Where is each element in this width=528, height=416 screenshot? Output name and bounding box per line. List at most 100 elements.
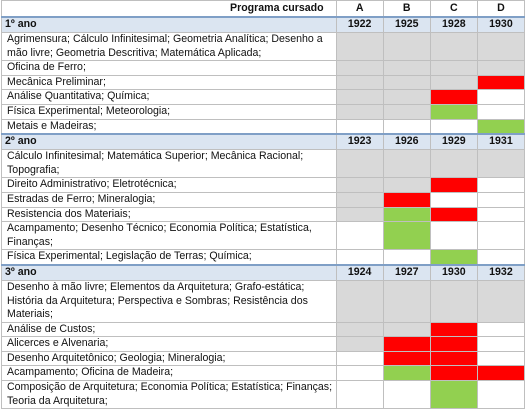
subject-row: Agrimensura; Cálculo Infinitesimal; Geom… xyxy=(1,31,526,62)
subject-row: Física Experimental; Legislação de Terra… xyxy=(1,249,526,266)
subject-row: Análise de Custos; xyxy=(1,321,526,338)
section-title: 1º ano xyxy=(1,16,337,33)
section-row: 2º ano 1923 1926 1929 1931 xyxy=(1,133,526,151)
status-cell xyxy=(382,89,431,105)
status-cell xyxy=(335,365,384,382)
status-cell xyxy=(382,60,431,76)
status-cell xyxy=(382,31,431,62)
status-cell xyxy=(429,350,478,367)
status-cell xyxy=(476,60,526,76)
section-year: 1923 xyxy=(335,133,384,151)
status-cell xyxy=(335,60,384,76)
section-year: 1926 xyxy=(382,133,431,151)
section-year: 1925 xyxy=(382,16,431,33)
status-cell xyxy=(335,336,384,352)
status-cell xyxy=(382,249,431,266)
status-cell xyxy=(382,206,431,223)
status-cell xyxy=(382,380,431,410)
subjects: Estradas de Ferro; Mineralogia; xyxy=(1,191,337,208)
section-year: 1922 xyxy=(335,16,384,33)
status-cell xyxy=(335,177,384,193)
section-year: 1931 xyxy=(476,133,526,151)
status-cell xyxy=(335,321,384,338)
status-cell xyxy=(429,365,478,382)
status-cell xyxy=(335,350,384,367)
section-year: 1929 xyxy=(429,133,478,151)
subjects: Acampamento; Desenho Técnico; Economia P… xyxy=(1,221,337,251)
status-cell xyxy=(476,279,526,323)
status-cell xyxy=(335,118,384,135)
subject-row: Desenho Arquitetônico; Geologia; Mineral… xyxy=(1,350,526,367)
status-cell xyxy=(476,206,526,223)
section-year: 1927 xyxy=(382,263,431,281)
status-cell xyxy=(476,321,526,338)
status-cell xyxy=(476,191,526,208)
status-cell xyxy=(335,279,384,323)
subject-row: Física Experimental; Meteorologia; xyxy=(1,103,526,120)
status-cell xyxy=(382,103,431,120)
subjects: Física Experimental; Legislação de Terra… xyxy=(1,249,337,266)
subjects: Mecânica Preliminar; xyxy=(1,74,337,91)
status-cell xyxy=(476,249,526,266)
status-cell xyxy=(429,103,478,120)
status-cell xyxy=(476,350,526,367)
subjects: Análise Quantitativa; Química; xyxy=(1,89,337,105)
status-cell xyxy=(429,321,478,338)
subject-row: Resistencia dos Materiais; xyxy=(1,206,526,223)
status-cell xyxy=(382,365,431,382)
subjects: Desenho Arquitetônico; Geologia; Mineral… xyxy=(1,350,337,367)
subjects: Agrimensura; Cálculo Infinitesimal; Geom… xyxy=(1,31,337,62)
status-cell xyxy=(382,177,431,193)
status-cell xyxy=(382,336,431,352)
status-cell xyxy=(429,191,478,208)
subject-row: Direito Administrativo; Eletrotécnica; xyxy=(1,177,526,193)
status-cell xyxy=(476,380,526,410)
subjects: Desenho à mão livre; Elementos da Arquit… xyxy=(1,279,337,323)
status-cell xyxy=(429,279,478,323)
column-header: A xyxy=(335,0,384,18)
status-cell xyxy=(429,149,478,179)
subject-row: Mecânica Preliminar; xyxy=(1,74,526,91)
section-row: 1º ano 1922 1925 1928 1930 xyxy=(1,16,526,33)
section-year: 1932 xyxy=(476,263,526,281)
subject-row: Análise Quantitativa; Química; xyxy=(1,89,526,105)
status-cell xyxy=(335,149,384,179)
status-cell xyxy=(382,321,431,338)
subjects: Cálculo Infinitesimal; Matemática Superi… xyxy=(1,149,337,179)
status-cell xyxy=(476,74,526,91)
section-year: 1930 xyxy=(429,263,478,281)
status-cell xyxy=(476,31,526,62)
subjects: Oficina de Ferro; xyxy=(1,60,337,76)
status-cell xyxy=(335,103,384,120)
status-cell xyxy=(429,336,478,352)
status-cell xyxy=(429,60,478,76)
subjects: Metais e Madeiras; xyxy=(1,118,337,135)
section-year: 1930 xyxy=(476,16,526,33)
status-cell xyxy=(335,31,384,62)
status-cell xyxy=(382,149,431,179)
subject-row: Acampamento; Desenho Técnico; Economia P… xyxy=(1,221,526,251)
section-title: 3º ano xyxy=(1,263,337,281)
subject-row: Composição de Arquitetura; Economia Polí… xyxy=(1,380,526,410)
subject-row: Estradas de Ferro; Mineralogia; xyxy=(1,191,526,208)
status-cell xyxy=(429,206,478,223)
status-cell xyxy=(476,149,526,179)
status-cell xyxy=(335,249,384,266)
subject-row: Oficina de Ferro; xyxy=(1,60,526,76)
subjects: Direito Administrativo; Eletrotécnica; xyxy=(1,177,337,193)
subject-row: Acampamento; Oficina de Madeira; xyxy=(1,365,526,382)
subject-row: Desenho à mão livre; Elementos da Arquit… xyxy=(1,279,526,323)
subjects: Composição de Arquitetura; Economia Polí… xyxy=(1,380,337,410)
status-cell xyxy=(476,177,526,193)
status-cell xyxy=(476,103,526,120)
subject-row: Cálculo Infinitesimal; Matemática Superi… xyxy=(1,149,526,179)
status-cell xyxy=(429,31,478,62)
column-header: B xyxy=(382,0,431,18)
section-row: 3º ano 1924 1927 1930 1932 xyxy=(1,263,526,281)
subjects: Alicerces e Alvenaria; xyxy=(1,336,337,352)
subjects: Análise de Custos; xyxy=(1,321,337,338)
